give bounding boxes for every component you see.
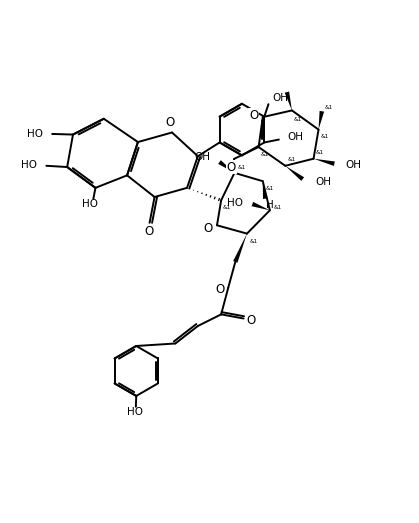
- Text: O: O: [203, 222, 212, 235]
- Text: &1: &1: [223, 206, 231, 210]
- Text: HO: HO: [27, 129, 43, 139]
- Text: &1: &1: [249, 238, 258, 244]
- Text: &1: &1: [288, 156, 296, 162]
- Polygon shape: [263, 181, 268, 199]
- Text: &1: &1: [238, 165, 246, 170]
- Text: &1: &1: [324, 106, 333, 110]
- Text: OH: OH: [194, 152, 210, 162]
- Text: HO: HO: [21, 161, 37, 170]
- Text: O: O: [246, 314, 256, 327]
- Text: HO: HO: [227, 198, 243, 208]
- Polygon shape: [218, 160, 235, 173]
- Text: &1: &1: [261, 152, 269, 156]
- Text: O: O: [227, 161, 236, 174]
- Text: &1: &1: [321, 134, 329, 139]
- Text: &1: &1: [266, 186, 274, 191]
- Text: O: O: [144, 224, 153, 237]
- Text: O: O: [249, 109, 258, 122]
- Text: &1: &1: [316, 151, 324, 155]
- Text: &1: &1: [274, 206, 282, 210]
- Polygon shape: [251, 202, 270, 210]
- Text: O: O: [215, 283, 225, 297]
- Text: HO: HO: [127, 407, 143, 417]
- Polygon shape: [318, 111, 324, 130]
- Text: O: O: [166, 116, 175, 129]
- Text: HO: HO: [83, 199, 98, 209]
- Text: OH: OH: [287, 132, 303, 142]
- Text: OH: OH: [345, 160, 361, 169]
- Text: OH: OH: [315, 177, 331, 187]
- Polygon shape: [313, 158, 335, 166]
- Text: &1: &1: [294, 117, 302, 122]
- Polygon shape: [285, 92, 292, 110]
- Polygon shape: [285, 166, 304, 181]
- Text: OH: OH: [273, 93, 289, 103]
- Text: H: H: [266, 200, 273, 210]
- Polygon shape: [233, 234, 247, 263]
